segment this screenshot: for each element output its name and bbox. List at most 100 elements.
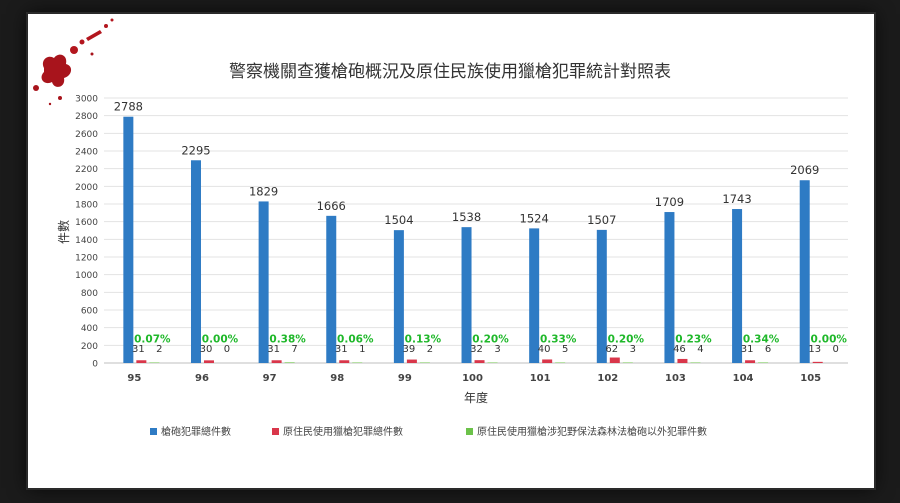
bar-series-1 xyxy=(461,227,472,363)
y-tick-label: 2000 xyxy=(75,183,98,193)
data-label-series-3: 4 xyxy=(697,344,703,355)
y-tick-label: 1400 xyxy=(75,236,98,246)
y-tick-label: 2600 xyxy=(75,130,98,140)
data-label-series-1: 1666 xyxy=(317,199,346,213)
bar-series-3 xyxy=(487,362,498,363)
bar-series-2 xyxy=(745,360,756,363)
data-label-series-2: 31 xyxy=(267,344,280,355)
data-label-series-3: 1 xyxy=(359,344,365,355)
data-label-series-3: 3 xyxy=(630,344,636,355)
data-label-series-2: 62 xyxy=(605,344,618,355)
percent-label: 0.20% xyxy=(472,334,509,346)
bar-series-3 xyxy=(419,362,430,363)
data-label-series-1: 2295 xyxy=(181,143,210,157)
data-label-series-3: 0 xyxy=(833,344,839,355)
bar-series-3 xyxy=(284,362,295,363)
grid-layer xyxy=(104,97,848,364)
percent-label: 0.13% xyxy=(405,334,442,346)
y-tick-label: 1800 xyxy=(75,201,98,211)
bar-series-1 xyxy=(393,230,404,363)
bar-series-1 xyxy=(326,215,337,363)
data-label-series-1: 1504 xyxy=(384,213,413,227)
data-label-series-2: 32 xyxy=(470,344,483,355)
data-label-series-3: 2 xyxy=(156,344,162,355)
y-tick-label: 800 xyxy=(81,289,98,299)
y-tick-label: 1600 xyxy=(75,218,98,228)
legend-swatch xyxy=(466,428,473,435)
blood-splatter-decoration xyxy=(33,18,114,106)
data-label-series-1: 1524 xyxy=(520,211,549,225)
bar-layer xyxy=(123,116,823,363)
legend-swatch xyxy=(150,428,157,435)
y-tick-label: 1200 xyxy=(75,254,98,264)
x-tick-label: 99 xyxy=(398,373,412,384)
x-tick-label: 95 xyxy=(127,373,141,384)
label-layer: 0200400600800100012001400160018002000220… xyxy=(75,95,847,385)
percent-label: 0.00% xyxy=(202,334,239,346)
data-label-series-2: 30 xyxy=(200,344,213,355)
bar-series-2 xyxy=(812,361,823,363)
bar-series-3 xyxy=(758,362,769,363)
percent-label: 0.33% xyxy=(540,334,577,346)
x-tick-label: 97 xyxy=(263,373,277,384)
y-tick-label: 200 xyxy=(81,342,98,352)
bar-series-3 xyxy=(149,362,160,363)
data-label-series-2: 31 xyxy=(335,344,348,355)
percent-label: 0.20% xyxy=(608,334,645,346)
bar-series-1 xyxy=(123,116,134,363)
y-axis-label: 件數 xyxy=(57,220,71,244)
legend: 槍砲犯罪總件數 原住民使用獵槍犯罪總件數 原住民使用獵槍涉犯野保法森林法槍砲以外犯罪… xyxy=(150,425,707,438)
percent-label: 0.23% xyxy=(675,334,712,346)
data-label-series-2: 40 xyxy=(538,344,551,355)
data-label-series-1: 1743 xyxy=(722,192,751,206)
data-label-series-2: 13 xyxy=(808,344,821,355)
data-label-series-3: 0 xyxy=(224,344,230,355)
bar-series-1 xyxy=(664,212,675,363)
y-tick-label: 1000 xyxy=(75,271,98,281)
bar-series-3 xyxy=(622,362,633,363)
chart-title: 警察機關查獲槍砲概況及原住民族使用獵槍犯罪統計對照表 xyxy=(229,61,671,82)
x-tick-label: 98 xyxy=(330,373,344,384)
data-label-series-1: 1829 xyxy=(249,184,278,198)
x-tick-label: 105 xyxy=(800,373,821,384)
percent-label: 0.00% xyxy=(810,334,847,346)
bar-series-2 xyxy=(271,360,282,363)
bar-series-2 xyxy=(609,357,620,363)
y-tick-label: 0 xyxy=(92,360,98,370)
bar-series-3 xyxy=(352,362,363,363)
data-label-series-3: 2 xyxy=(427,344,433,355)
bar-series-3 xyxy=(555,362,566,363)
y-tick-label: 600 xyxy=(81,307,98,317)
data-label-series-1: 1538 xyxy=(452,210,481,224)
data-label-series-3: 3 xyxy=(494,344,500,355)
data-label-series-3: 5 xyxy=(562,344,568,355)
x-tick-label: 104 xyxy=(733,373,754,384)
legend-label: 原住民使用獵槍犯罪總件數 xyxy=(283,425,403,438)
data-label-series-1: 2788 xyxy=(114,100,143,114)
bar-series-1 xyxy=(799,180,810,363)
legend-swatch xyxy=(272,428,279,435)
bar-series-3 xyxy=(690,362,701,363)
data-label-series-1: 1507 xyxy=(587,213,616,227)
y-tick-label: 3000 xyxy=(75,95,98,105)
data-label-series-3: 7 xyxy=(291,344,297,355)
bar-series-2 xyxy=(474,360,485,363)
data-label-series-2: 39 xyxy=(403,344,416,355)
y-tick-label: 2400 xyxy=(75,148,98,158)
bar-series-1 xyxy=(258,201,269,363)
bar-series-2 xyxy=(339,360,350,363)
percent-label: 0.07% xyxy=(134,334,171,346)
data-label-series-2: 46 xyxy=(673,344,686,355)
x-tick-label: 96 xyxy=(195,373,209,384)
x-tick-label: 102 xyxy=(597,373,618,384)
data-label-series-1: 2069 xyxy=(790,163,819,177)
percent-label: 0.34% xyxy=(743,334,780,346)
data-label-series-2: 31 xyxy=(132,344,145,355)
bar-series-2 xyxy=(677,358,688,363)
y-tick-label: 2200 xyxy=(75,165,98,175)
data-label-series-1: 1709 xyxy=(655,195,684,209)
x-tick-label: 101 xyxy=(530,373,551,384)
percent-label: 0.06% xyxy=(337,334,374,346)
bar-series-2 xyxy=(203,360,214,363)
y-tick-label: 2800 xyxy=(75,112,98,122)
